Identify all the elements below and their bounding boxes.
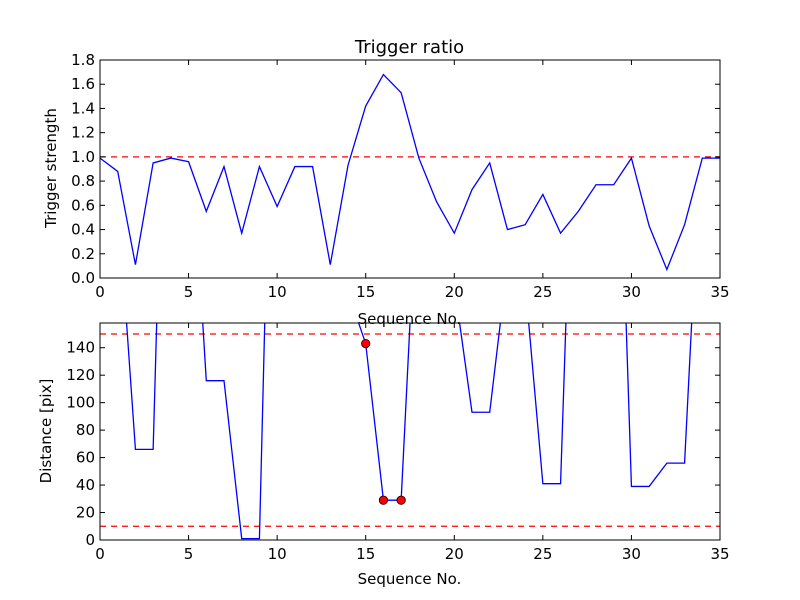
top-chart-ytick-label-2: 0.4 (71, 221, 95, 239)
top-chart-plot-area (100, 73, 720, 272)
bottom-chart-ytick-label-7: 140 (66, 339, 95, 357)
bottom-chart-series-line-0-1 (202, 323, 266, 540)
top-chart-title: Trigger ratio (354, 37, 464, 58)
bottom-chart-series-line-0-3 (458, 323, 501, 413)
bottom-chart-ytick-label-5: 100 (66, 394, 95, 412)
bottom-chart: 0 5 10 15 20 25 30 35 0 20 40 60 80 100 120 140 (66, 322, 730, 563)
top-chart: 0 5 10 15 20 25 30 35 0.0 0.2 0.4 0.6 0.8 1.0 1.2 1.4 1.… (71, 51, 729, 301)
bottom-chart-xtick-label-6: 30 (622, 545, 641, 563)
bottom-chart-series-line-0-0 (125, 323, 158, 451)
top-chart-ytick-label-0: 0.0 (71, 269, 95, 287)
top-chart-ylabel: Trigger strength (42, 108, 60, 229)
bottom-chart-xtick-label-2: 10 (268, 545, 287, 563)
bottom-chart-ytick-label-4: 80 (76, 421, 95, 439)
bottom-chart-ytick-label-6: 120 (66, 366, 95, 384)
top-chart-ytick-label-5: 1.0 (71, 148, 95, 166)
bottom-chart-marker-1 (378, 495, 389, 505)
bottom-chart-xtick-label-7: 35 (710, 545, 729, 563)
top-chart-xtick-label-4: 20 (445, 283, 464, 301)
bottom-chart-ytick-label-2: 40 (76, 476, 95, 494)
top-chart-xtick-label-5: 25 (533, 283, 552, 301)
bottom-chart-ytick-label-0: 0 (85, 531, 95, 549)
top-chart-ytick-label-1: 0.2 (71, 245, 95, 263)
top-chart-ytick-label-7: 1.4 (71, 99, 95, 117)
bottom-chart-xlabel: Sequence No. (358, 570, 462, 588)
top-chart-frame (99, 59, 721, 279)
bottom-chart-series-line-0-4 (528, 323, 567, 485)
bottom-chart-xtick-label-5: 25 (533, 545, 552, 563)
top-chart-xtick-label-2: 10 (268, 283, 287, 301)
top-chart-ytick-label-8: 1.6 (71, 75, 95, 93)
top-chart-xtick-label-6: 30 (622, 283, 641, 301)
top-chart-series-line-0-0 (100, 73, 720, 272)
bottom-chart-series-line-0-2 (358, 323, 411, 501)
bottom-chart-ytick-label-1: 20 (76, 504, 95, 522)
bottom-chart-plot-area (100, 323, 720, 540)
top-chart-xtick-label-0: 0 (95, 283, 105, 301)
top-chart-ytick-label-9: 1.8 (71, 51, 95, 69)
top-chart-ytick-label-6: 1.2 (71, 124, 95, 142)
top-chart-ytick-label-4: 0.8 (71, 172, 95, 190)
top-chart-ytick-label-3: 0.6 (71, 196, 95, 214)
bottom-chart-series-line-0-5 (625, 323, 693, 488)
top-chart-xtick-label-1: 5 (184, 283, 194, 301)
bottom-chart-marker-2 (396, 495, 406, 505)
bottom-chart-ylabel: Distance [pix] (37, 379, 55, 484)
bottom-chart-xtick-label-4: 20 (445, 545, 464, 563)
bottom-chart-xtick-label-0: 0 (95, 545, 105, 563)
top-chart-xtick-label-7: 35 (710, 283, 729, 301)
bottom-chart-ytick-label-3: 60 (76, 449, 95, 467)
bottom-chart-frame (99, 322, 721, 541)
bottom-chart-marker-0 (361, 339, 371, 349)
bottom-chart-xtick-label-3: 15 (356, 545, 375, 563)
top-chart-xtick-label-3: 15 (356, 283, 375, 301)
bottom-chart-xtick-label-1: 5 (184, 545, 194, 563)
